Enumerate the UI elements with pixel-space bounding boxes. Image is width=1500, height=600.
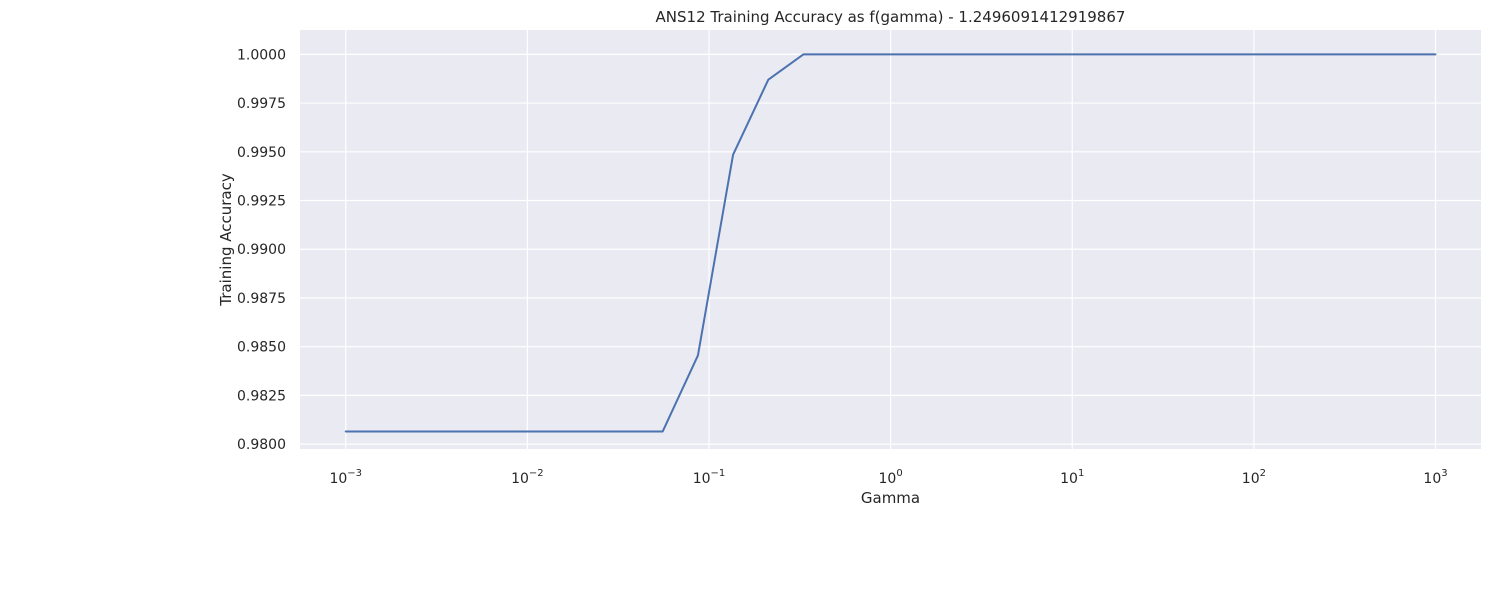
y-tick-label: 0.9925 (237, 194, 286, 210)
y-tick-label: 0.9950 (237, 145, 286, 161)
x-tick-label: 10−2 (511, 468, 544, 487)
series-layer (344, 53, 1437, 433)
y-tick-label: 0.9800 (237, 437, 286, 453)
x-tick-label: 102 (1242, 468, 1266, 487)
y-tick-label: 0.9975 (237, 96, 286, 112)
x-tick-label: 100 (879, 468, 903, 487)
x-tick-label: 103 (1423, 468, 1447, 487)
x-tick-label: 10−1 (693, 468, 726, 487)
chart-title: ANS12 Training Accuracy as f(gamma) - 1.… (656, 8, 1126, 26)
y-axis-label: Training Accuracy (217, 173, 235, 307)
y-tick-label: 0.9850 (237, 340, 286, 356)
y-gridlines (300, 53, 1481, 445)
x-gridlines (345, 30, 1437, 449)
x-tick-label: 101 (1060, 468, 1084, 487)
series-line (344, 53, 1437, 433)
y-tick-labels: 0.9800 0.9825 0.9850 0.9875 0.9900 0.9925 0.99… (237, 47, 286, 453)
y-tick-label: 0.9825 (237, 388, 286, 404)
x-axis-label: Gamma (861, 489, 920, 507)
x-tick-label: 10−3 (329, 468, 362, 487)
y-tick-label: 1.0000 (237, 47, 286, 63)
y-tick-label: 0.9900 (237, 242, 286, 258)
x-tick-labels: 10−3 10−2 10−1 100 101 102 103 (329, 468, 1447, 487)
y-tick-label: 0.9875 (237, 291, 286, 307)
